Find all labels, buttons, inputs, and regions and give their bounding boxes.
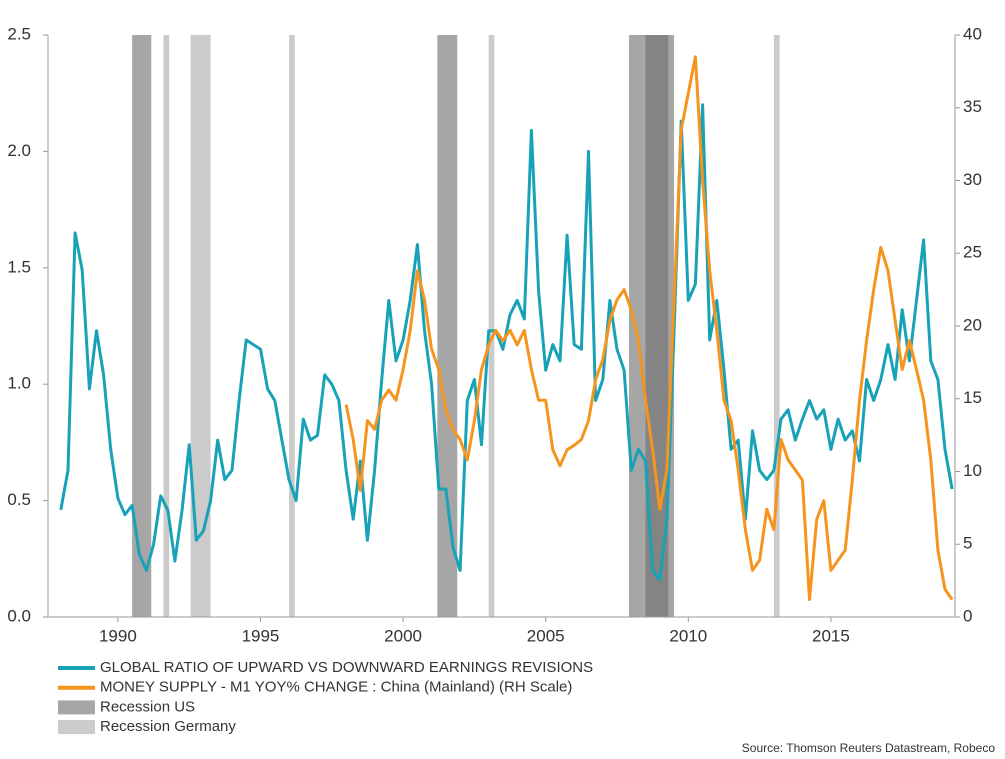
y2-tick-label: 10 (963, 461, 982, 480)
recession-band (773, 35, 780, 617)
x-tick-label: 2015 (812, 626, 850, 645)
legend-label: GLOBAL RATIO OF UPWARD VS DOWNWARD EARNI… (100, 659, 593, 676)
y2-tick-label: 5 (963, 534, 972, 553)
x-tick-label: 1995 (242, 626, 280, 645)
recession-band (488, 35, 495, 617)
y2-tick-label: 40 (963, 24, 982, 43)
legend-swatch (58, 720, 95, 735)
y2-tick-label: 20 (963, 315, 982, 334)
recession-band (289, 35, 295, 617)
legend-label: Recession US (100, 698, 195, 715)
x-tick-label: 2005 (527, 626, 565, 645)
y-tick-label: 1.5 (7, 257, 31, 276)
x-tick-label: 2000 (384, 626, 422, 645)
y-tick-label: 1.0 (7, 374, 31, 393)
legend-label: Recession Germany (100, 718, 236, 735)
y2-tick-label: 30 (963, 170, 982, 189)
legend-swatch (58, 700, 95, 715)
y2-tick-label: 0 (963, 606, 972, 625)
y-tick-label: 2.5 (7, 24, 31, 43)
series-line (344, 55, 954, 601)
x-tick-label: 2010 (669, 626, 707, 645)
source-note: Source: Thomson Reuters Datastream, Robe… (742, 741, 996, 755)
recession-band (132, 35, 152, 617)
recession-band (163, 35, 170, 617)
y-tick-label: 0.5 (7, 490, 31, 509)
y-tick-label: 0.0 (7, 606, 31, 625)
x-tick-label: 1990 (99, 626, 137, 645)
legend-label: MONEY SUPPLY - M1 YOY% CHANGE : China (M… (100, 679, 572, 696)
y-tick-label: 2.0 (7, 141, 31, 160)
recession-band (437, 35, 458, 617)
y2-tick-label: 25 (963, 243, 982, 262)
y2-tick-label: 35 (963, 97, 982, 116)
recession-band (190, 35, 211, 617)
series-line (59, 103, 954, 582)
y2-tick-label: 15 (963, 388, 982, 407)
